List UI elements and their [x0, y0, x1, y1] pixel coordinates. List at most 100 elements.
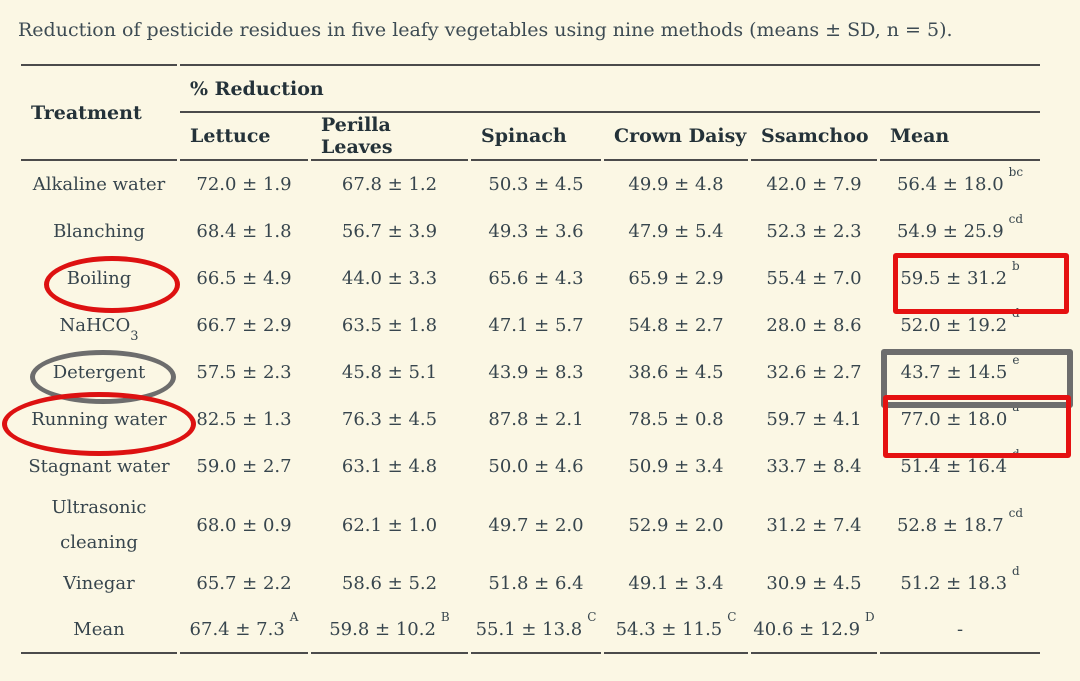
treatment-cell: Vinegar	[63, 573, 135, 595]
column-header-mean: Mean	[880, 113, 1041, 161]
value-cell: 47.1 ± 5.7	[488, 315, 584, 336]
mean-cell: 56.4 ± 18.0bc	[896, 165, 1024, 195]
value-cell: 50.9 ± 3.4	[628, 456, 724, 477]
table-row: Stagnant water 59.0 ± 2.7 63.1 ± 4.8 50.0 ±…	[21, 443, 1040, 490]
mean-cell: 59.5 ± 31.2b	[900, 259, 1020, 289]
significance-superscript: B	[440, 610, 450, 625]
pesticide-reduction-table: Treatment % Reduction Lettuce Perilla Lea…	[18, 64, 1043, 655]
group-header-row: Treatment % Reduction	[21, 64, 1041, 161]
value-cell: 50.0 ± 4.6	[488, 456, 584, 477]
value-cell: 49.9 ± 4.8	[628, 174, 724, 195]
treatment-cell: Stagnant water	[28, 455, 170, 477]
mean-cell: 52.0 ± 19.2d	[900, 306, 1020, 336]
value-cell: 58.6 ± 5.2	[341, 573, 438, 595]
value-cell: 63.5 ± 1.8	[341, 315, 438, 336]
value-cell: 62.1 ± 1.0	[341, 514, 438, 536]
table-row: Detergent 57.5 ± 2.3 45.8 ± 5.1 43.9 ± 8.3 3…	[21, 349, 1040, 396]
value-cell: 44.0 ± 3.3	[341, 268, 438, 289]
value-cell: 32.6 ± 2.7	[766, 362, 862, 383]
value-cell: 68.0 ± 0.9	[196, 514, 292, 536]
value-cell: 50.3 ± 4.5	[488, 174, 584, 195]
table-row: Blanching 68.4 ± 1.8 56.7 ± 3.9 49.3 ± 3.6 4…	[21, 208, 1040, 255]
significance-superscript: a	[1012, 400, 1020, 414]
treatment-cell: Mean	[21, 607, 177, 655]
significance-superscript: e	[1012, 353, 1020, 367]
significance-superscript: d	[1012, 306, 1020, 320]
column-mean-cell: 59.8 ± 10.2B	[311, 607, 468, 655]
table-row: Vinegar 65.7 ± 2.2 58.6 ± 5.2 51.8 ± 6.4 49.…	[21, 560, 1040, 607]
table-row: Ultrasonic cleaning 68.0 ± 0.9 62.1 ± 1.0 4…	[21, 490, 1040, 560]
value-cell: 49.1 ± 3.4	[628, 573, 724, 595]
treatment-cell: NaHCO3	[59, 314, 139, 344]
table-row: NaHCO3 66.7 ± 2.9 63.5 ± 1.8 47.1 ± 5.7 54.8…	[21, 302, 1040, 349]
column-header-row: Lettuce Perilla Leaves Spinach Crown Daisy S…	[21, 113, 1041, 161]
column-mean-cell: 54.3 ± 11.5C	[604, 607, 748, 655]
column-mean-cell: 67.4 ± 7.3A	[180, 607, 308, 655]
treatment-cell: Blanching	[53, 220, 145, 242]
column-mean-cell: 40.6 ± 12.9D	[751, 607, 877, 655]
value-cell: 49.7 ± 2.0	[488, 514, 584, 536]
significance-superscript: cd	[1008, 505, 1024, 520]
mean-dash-cell: -	[880, 607, 1041, 655]
value-cell: 59.0 ± 2.7	[196, 456, 292, 477]
value-cell: 55.4 ± 7.0	[766, 268, 862, 289]
treatment-cell: Ultrasonic cleaning	[51, 497, 147, 554]
value-cell: 87.8 ± 2.1	[488, 409, 584, 430]
column-header-lettuce: Lettuce	[180, 113, 308, 161]
treatment-cell: Alkaline water	[32, 173, 166, 195]
significance-superscript: bc	[1008, 165, 1024, 179]
table-row: Alkaline water 72.0 ± 1.9 67.8 ± 1.2 50.3 ±…	[21, 161, 1040, 208]
treatment-cell: Boiling	[66, 267, 132, 289]
value-cell: 67.8 ± 1.2	[341, 174, 438, 195]
value-cell: 82.5 ± 1.3	[196, 409, 292, 430]
significance-superscript: d	[1012, 564, 1020, 579]
value-cell: 52.9 ± 2.0	[628, 514, 724, 536]
value-cell: 65.7 ± 2.2	[196, 573, 292, 595]
value-cell: 54.8 ± 2.7	[628, 315, 724, 336]
treatment-column-header: Treatment	[21, 64, 177, 161]
table-body: Alkaline water 72.0 ± 1.9 67.8 ± 1.2 50.3 ±…	[21, 161, 1041, 655]
value-cell: 72.0 ± 1.9	[196, 174, 292, 195]
value-cell: 57.5 ± 2.3	[196, 362, 292, 383]
value-cell: 51.8 ± 6.4	[488, 573, 584, 595]
significance-superscript: C	[587, 610, 597, 625]
significance-superscript: b	[1012, 259, 1020, 273]
column-header-crown-daisy: Crown Daisy	[604, 113, 748, 161]
significance-superscript: cd	[1008, 212, 1024, 226]
value-cell: 63.1 ± 4.8	[341, 456, 438, 477]
mean-cell: 77.0 ± 18.0a	[900, 400, 1020, 430]
chemical-subscript: 3	[130, 328, 139, 344]
significance-superscript: d	[1012, 447, 1020, 461]
table-caption: Reduction of pesticide residues in five …	[18, 19, 953, 41]
value-cell: 68.4 ± 1.8	[196, 221, 292, 242]
value-cell: 33.7 ± 8.4	[766, 456, 862, 477]
mean-cell: 52.8 ± 18.7cd	[896, 505, 1024, 536]
value-cell: 65.9 ± 2.9	[628, 268, 724, 289]
value-cell: 47.9 ± 5.4	[628, 221, 724, 242]
mean-cell: 54.9 ± 25.9cd	[896, 212, 1024, 242]
column-header-spinach: Spinach	[471, 113, 601, 161]
significance-superscript: D	[865, 610, 875, 625]
value-cell: 65.6 ± 4.3	[488, 268, 584, 289]
table-row: Running water 82.5 ± 1.3 76.3 ± 4.5 87.8 ± …	[21, 396, 1040, 443]
value-cell: 49.3 ± 3.6	[488, 221, 584, 242]
value-cell: 38.6 ± 4.5	[628, 362, 724, 383]
treatment-cell: Running water	[31, 408, 167, 430]
percent-reduction-group-header: % Reduction	[180, 64, 1041, 113]
value-cell: 42.0 ± 7.9	[766, 174, 862, 195]
column-header-ssamchoo: Ssamchoo	[751, 113, 877, 161]
value-cell: 31.2 ± 7.4	[766, 514, 862, 536]
table-row: Boiling 66.5 ± 4.9 44.0 ± 3.3 65.6 ± 4.3 65.…	[21, 255, 1040, 302]
significance-superscript: A	[289, 610, 299, 625]
significance-superscript: C	[727, 610, 737, 625]
table-header: Treatment % Reduction Lettuce Perilla Lea…	[21, 64, 1041, 161]
column-header-perilla-leaves: Perilla Leaves	[311, 113, 468, 161]
value-cell: 45.8 ± 5.1	[341, 362, 438, 383]
value-cell: 56.7 ± 3.9	[341, 221, 438, 242]
value-cell: 52.3 ± 2.3	[766, 221, 862, 242]
mean-cell: 51.2 ± 18.3d	[900, 564, 1020, 595]
column-mean-row: Mean 67.4 ± 7.3A 59.8 ± 10.2B 55.1 ± 13.8C 5…	[21, 607, 1041, 655]
value-cell: 66.5 ± 4.9	[196, 268, 292, 289]
value-cell: 59.7 ± 4.1	[766, 409, 862, 430]
mean-cell: 43.7 ± 14.5e	[900, 353, 1020, 383]
